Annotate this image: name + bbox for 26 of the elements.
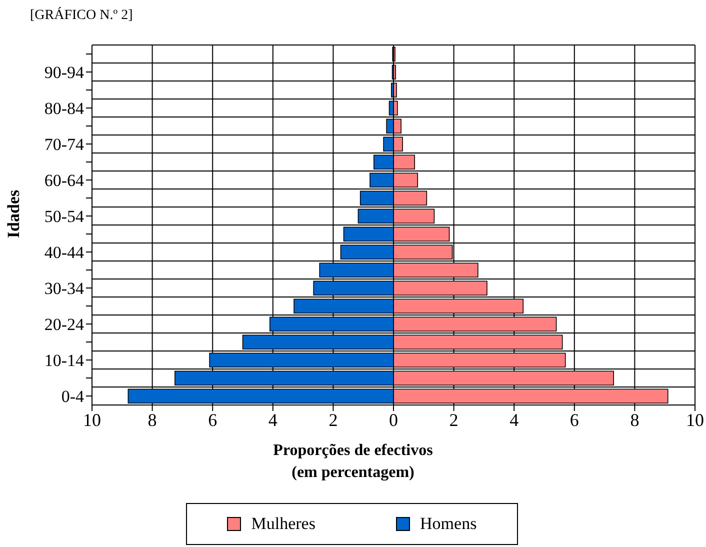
legend-label: Homens	[420, 514, 477, 534]
x-tick-label: 6	[570, 410, 579, 430]
y-tick-label: 50-54	[44, 207, 84, 226]
y-tick-label: 10-14	[44, 351, 84, 370]
y-tick-label: 20-24	[44, 315, 84, 334]
x-axis-title: Proporções de efectivos (em percentagem)	[272, 441, 434, 483]
legend-label: Mulheres	[251, 514, 316, 534]
y-tick-label: 70-74	[44, 135, 84, 154]
x-tick-label: 4	[268, 410, 278, 430]
y-tick-label: 40-44	[44, 243, 84, 262]
y-axis-title: Idades	[4, 190, 24, 238]
x-tick-label: 6	[208, 410, 218, 430]
x-tick-label: 10	[83, 410, 101, 430]
x-tick-label: 10	[686, 410, 704, 430]
y-tick-label: 60-64	[44, 171, 84, 190]
x-tick-label: 2	[328, 410, 338, 430]
y-tick-label: 0-4	[61, 387, 84, 406]
x-tick-label: 0	[389, 410, 398, 430]
x-tick-label: 4	[510, 410, 519, 430]
y-tick-label: 80-84	[44, 99, 84, 118]
chart-title: [GRÁFICO N.º 2]	[30, 8, 133, 24]
y-tick-label: 30-34	[44, 279, 84, 298]
y-tick-label: 90-94	[44, 63, 84, 82]
x-tick-label: 2	[449, 410, 458, 430]
x-tick-label: 8	[630, 410, 640, 430]
x-tick-label: 8	[148, 410, 157, 430]
